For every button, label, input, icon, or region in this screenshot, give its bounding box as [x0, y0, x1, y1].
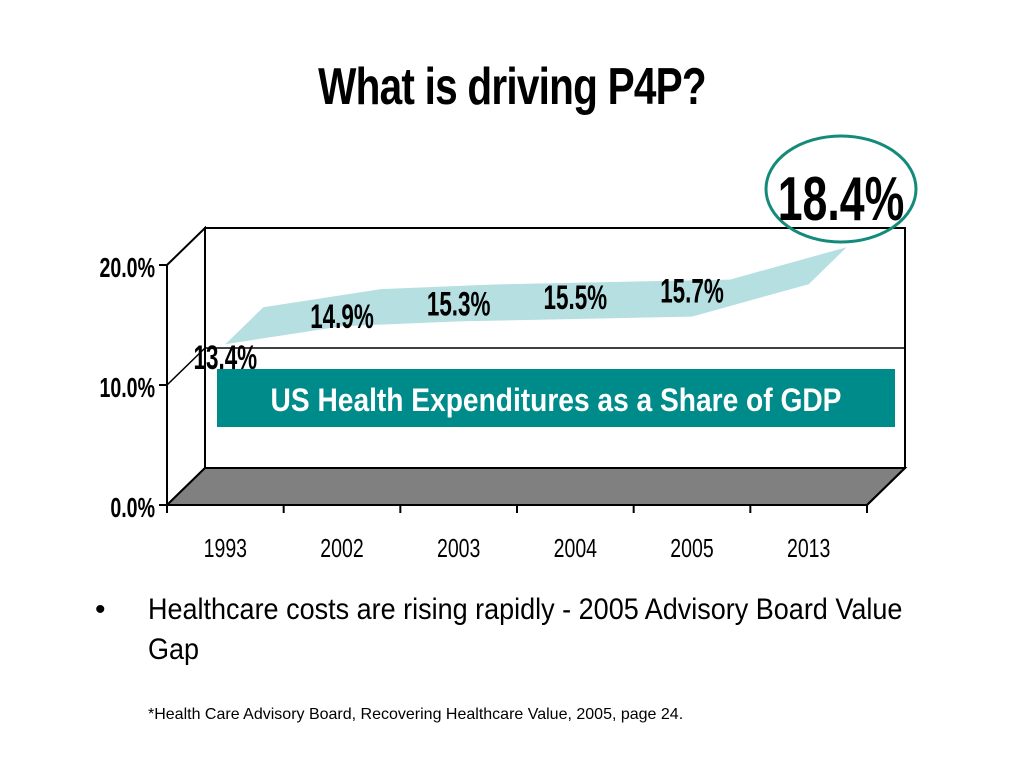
y-tick-label: 20.0% [99, 253, 155, 284]
bullet-text: Healthcare costs are rising rapidly - 20… [148, 593, 903, 666]
highlight-label: 18.4% [778, 165, 905, 234]
x-tick-label: 2005 [670, 533, 713, 562]
x-tick-label: 2004 [554, 533, 598, 562]
data-label: 15.5% [544, 279, 608, 317]
series-ribbon [225, 247, 847, 345]
chart-title: US Health Expenditures as a Share of GDP [271, 383, 842, 418]
y-tick-label: 0.0% [110, 493, 155, 524]
highlight-ring [764, 134, 918, 244]
slide-title: What is driving P4P? [318, 58, 707, 116]
data-label: 14.9% [310, 299, 374, 337]
x-tick-label: 2013 [787, 533, 830, 562]
bullet-marker: • [95, 593, 106, 626]
chart-title-banner-bg [217, 369, 895, 427]
data-label: 15.7% [660, 273, 724, 311]
x-tick-label: 2002 [320, 533, 363, 562]
gridline-10-side [166, 347, 206, 386]
x-tick-label: 1993 [204, 533, 247, 562]
y-ticks: 0.0% 10.0% 20.0% [99, 253, 167, 524]
right-edge [866, 467, 906, 506]
x-ticks: 1993 2002 2003 2004 2005 2013 [166, 505, 868, 563]
chart-title-banner: US Health Expenditures as a Share of GDP [217, 369, 895, 427]
footnote: *Health Care Advisory Board, Recovering … [148, 706, 684, 723]
y-tick-label: 10.0% [99, 373, 155, 404]
chart-floor [164, 467, 908, 506]
series-area [225, 247, 847, 345]
x-tick-label: 2003 [437, 533, 480, 562]
expenditure-chart: 0.0%10.0%20.0% 1993 2002 2003 2004 2005 2013 … [99, 134, 918, 563]
data-label: 15.3% [427, 286, 491, 324]
